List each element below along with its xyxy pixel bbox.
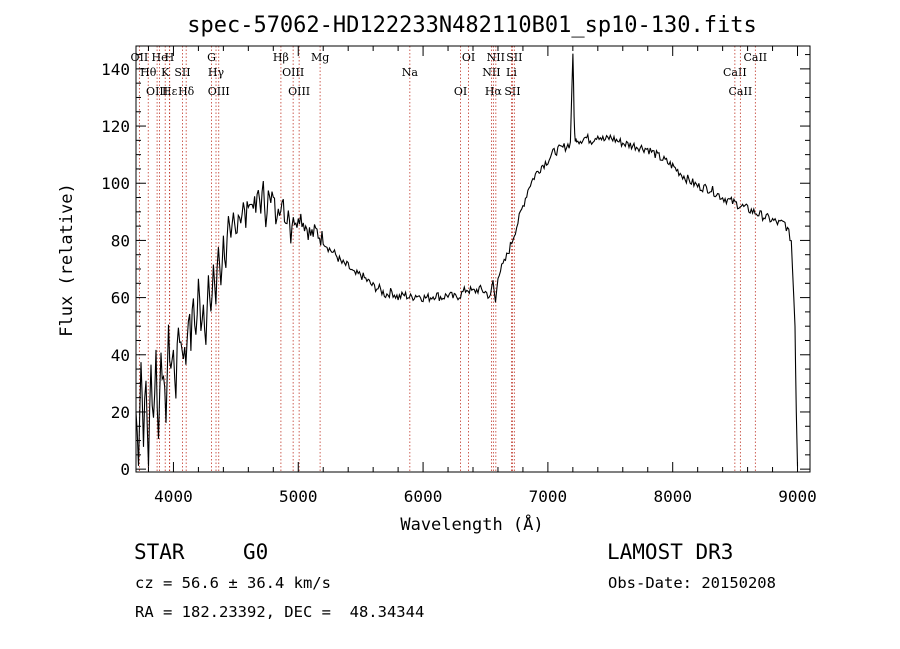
- line-marker-label-7: SII: [174, 66, 190, 79]
- y-tick-label-4: 80: [111, 231, 130, 250]
- line-marker-label-26: CaII: [729, 85, 753, 98]
- line-marker-label-4: K: [161, 66, 170, 79]
- y-tick-label-6: 120: [101, 117, 130, 136]
- line-marker-label-19: NII: [482, 66, 500, 79]
- line-marker-label-18: OI: [462, 51, 475, 64]
- survey-label: LAMOST DR3: [607, 540, 734, 564]
- line-marker-label-0: OII: [131, 51, 149, 64]
- object-subclass: G0: [243, 540, 269, 564]
- line-marker-label-10: Hγ: [208, 66, 225, 79]
- x-axis-label: Wavelength (Å): [400, 513, 543, 535]
- x-tick-label-0: 4000: [154, 487, 193, 506]
- y-tick-label-0: 0: [120, 460, 130, 479]
- y-tick-label-1: 20: [111, 403, 130, 422]
- line-marker-label-27: CaII: [743, 51, 767, 64]
- y-tick-label-5: 100: [101, 174, 130, 193]
- spectrum-line: [135, 53, 799, 467]
- line-marker-label-13: OIII: [282, 66, 304, 79]
- line-marker-label-15: Mg: [311, 51, 329, 64]
- line-marker-label-23: SII: [504, 85, 520, 98]
- line-marker-label-20: Hα: [485, 85, 503, 98]
- y-tick-label-2: 40: [111, 346, 130, 365]
- spectral-line-markers: OIIHθOIIIHeKHεHSIIHδGHγOIIIHβOIIIOIIIMgN…: [131, 46, 767, 472]
- line-marker-label-2: OIII: [146, 85, 168, 98]
- plot-frame: [135, 45, 811, 473]
- x-tick-label-5: 9000: [778, 487, 817, 506]
- obs-date-text: Obs-Date: 20150208: [608, 574, 776, 592]
- line-marker-label-9: G: [207, 51, 216, 64]
- line-marker-label-3: He: [152, 51, 168, 64]
- y-axis-label: Flux (relative): [57, 183, 77, 337]
- chart-axes: 4000 5000 6000 7000 8000 9000 0 20 40 60 80 100 120 1…: [101, 46, 817, 506]
- coordinates-text: RA = 182.23392, DEC = 48.34344: [135, 603, 425, 621]
- line-marker-label-11: OIII: [208, 85, 230, 98]
- line-marker-label-12: Hβ: [273, 51, 289, 64]
- y-tick-label-7: 140: [101, 60, 130, 79]
- line-marker-label-8: Hδ: [178, 85, 195, 98]
- line-marker-label-16: Na: [402, 66, 419, 79]
- line-marker-label-6: H: [165, 51, 175, 64]
- x-tick-label-1: 5000: [279, 487, 318, 506]
- line-marker-label-17: OI: [454, 85, 467, 98]
- redshift-text: cz = 56.6 ± 36.4 km/s: [135, 574, 331, 592]
- x-tick-label-2: 6000: [404, 487, 443, 506]
- y-tick-label-3: 60: [111, 289, 130, 308]
- x-tick-label-4: 8000: [653, 487, 692, 506]
- line-marker-label-25: CaII: [723, 66, 747, 79]
- line-marker-label-14: OIII: [288, 85, 310, 98]
- line-marker-label-1: Hθ: [140, 66, 157, 79]
- x-tick-label-3: 7000: [529, 487, 568, 506]
- object-class: STAR: [134, 540, 185, 564]
- chart-title: spec-57062-HD122233N482110B01_sp10-130.f…: [187, 13, 757, 38]
- line-marker-label-22: Li: [506, 66, 517, 79]
- line-marker-label-21: NII: [487, 51, 505, 64]
- line-marker-label-24: SII: [506, 51, 522, 64]
